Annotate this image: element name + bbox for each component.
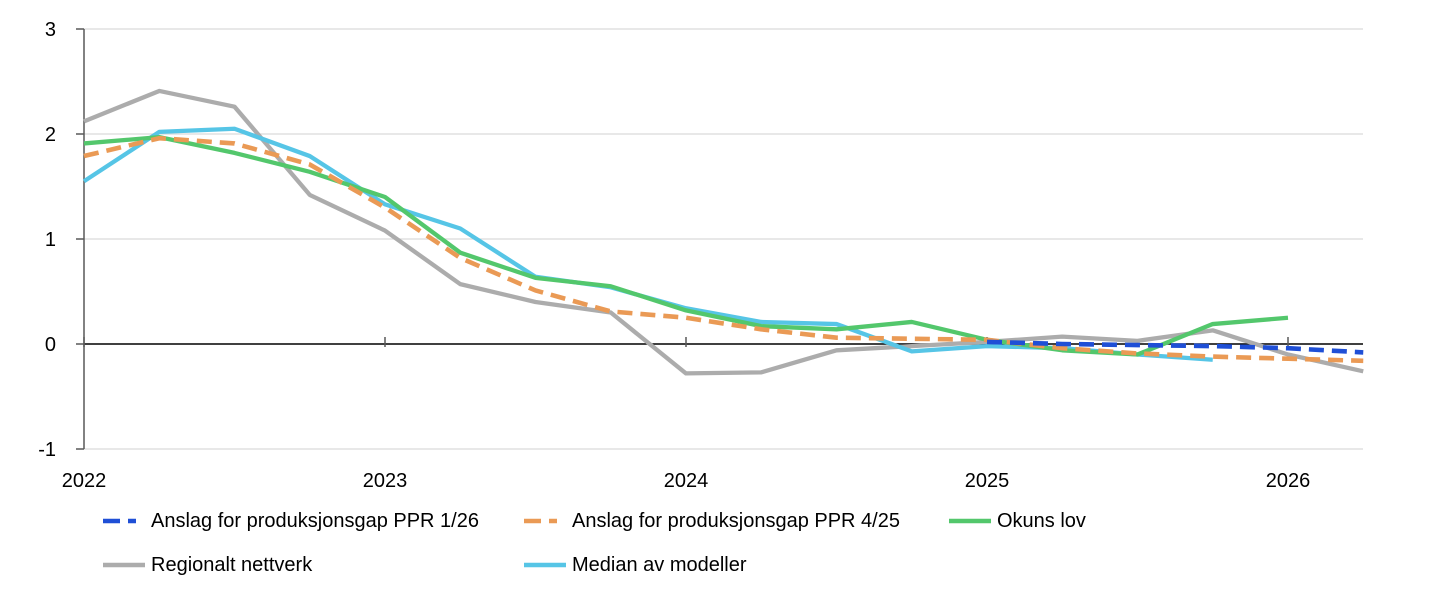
legend-swatch-dashed (524, 518, 566, 524)
y-axis-label: 1 (45, 229, 56, 251)
x-axis-label: 2026 (1266, 470, 1311, 492)
x-axis-label: 2023 (363, 470, 408, 492)
legend-label: Okuns lov (997, 510, 1086, 532)
legend-swatch-solid (524, 562, 566, 568)
x-axis-label: 2022 (62, 470, 107, 492)
legend-item-0: Anslag for produksjonsgap PPR 1/26 (103, 506, 479, 536)
y-axis-label: 3 (45, 19, 56, 41)
series-line-4 (82, 126, 1213, 362)
legend-swatch-dashed (103, 518, 145, 524)
x-axis-label: 2025 (965, 470, 1010, 492)
series-line-3 (83, 88, 1364, 376)
series-line-0 (986, 339, 1364, 355)
legend-item-4: Median av modeller (524, 550, 747, 580)
legend-item-3: Regionalt nettverk (103, 550, 312, 580)
legend-row-2: Regionalt nettverk Median av modeller (0, 550, 1445, 580)
legend-item-2: Okuns lov (949, 506, 1086, 536)
legend-label: Regionalt nettverk (151, 554, 313, 576)
y-axis-label: 0 (45, 334, 56, 356)
legend-label: Median av modeller (572, 554, 747, 576)
y-axis-label: -1 (38, 439, 56, 461)
legend-item-1: Anslag for produksjonsgap PPR 4/25 (524, 506, 900, 536)
legend-swatch-solid (949, 518, 991, 524)
series-line-2 (83, 134, 1289, 357)
series-line-1 (83, 135, 1364, 364)
x-axis-label: 2024 (664, 470, 709, 492)
y-axis-label: 2 (45, 124, 56, 146)
legend-label: Anslag for produksjonsgap PPR 1/26 (151, 510, 479, 532)
legend-label: Anslag for produksjonsgap PPR 4/25 (572, 510, 900, 532)
legend-swatch-solid (103, 562, 145, 568)
legend-row-1: Anslag for produksjonsgap PPR 1/26 Anslag… (0, 506, 1445, 536)
